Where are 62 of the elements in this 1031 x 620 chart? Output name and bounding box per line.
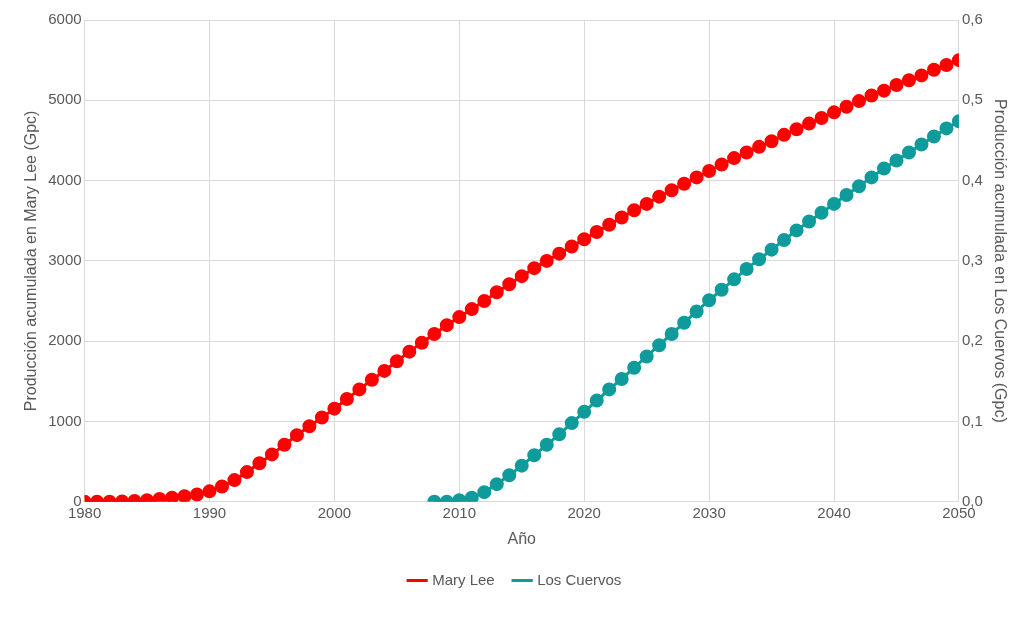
y2-tick-label: 0,6 [961, 10, 983, 28]
point [564, 416, 579, 431]
point [514, 458, 529, 473]
point [889, 153, 904, 168]
point [777, 233, 792, 248]
y2-tick-label: 0,3 [961, 251, 983, 269]
y-axis-title: Producción acumulada en Mary Lee (Gpc) [22, 110, 40, 412]
point [739, 261, 754, 276]
y2-tick-label: 0,2 [961, 331, 983, 349]
point [489, 477, 504, 492]
x-axis-title: Año [507, 529, 537, 547]
legend-label: Mary Lee [432, 570, 495, 588]
point [877, 161, 891, 176]
point [789, 223, 804, 238]
point [752, 252, 767, 267]
y-tick-label: 4000 [48, 170, 82, 188]
y2-tick-label: 0,4 [961, 170, 983, 188]
point [677, 315, 692, 330]
x-tick-label: 1990 [192, 503, 227, 521]
point [539, 437, 554, 452]
y-tick-label: 6000 [48, 10, 82, 28]
legend-label: Los Cuervos [537, 570, 622, 588]
point [664, 326, 679, 341]
point [527, 448, 542, 463]
point [652, 338, 667, 353]
point [589, 393, 604, 408]
y2-tick-label: 0,5 [961, 90, 983, 108]
y2-tick-label: 0,1 [961, 411, 983, 429]
y-tick-label: 5000 [48, 90, 82, 108]
point [926, 129, 941, 144]
x-tick-label: 2000 [317, 503, 352, 521]
point [901, 145, 916, 160]
x-tick-label: 2010 [442, 503, 476, 521]
point [464, 490, 479, 502]
point [627, 360, 642, 375]
point [602, 382, 617, 397]
y-tick-label: 2000 [48, 331, 82, 349]
point [939, 121, 954, 136]
x-tick-label: 2040 [817, 503, 851, 521]
point [864, 170, 879, 185]
point [764, 242, 779, 257]
y-tick-label: 1000 [48, 411, 82, 429]
point [614, 371, 629, 386]
y-tick-label: 3000 [48, 251, 82, 269]
point [714, 282, 729, 297]
point [477, 485, 492, 500]
x-tick-label: 2030 [692, 503, 726, 521]
y2-axis-title: Producción acumulada en Los Cuervos (Gpc) [991, 99, 1009, 423]
x-tick-label: 2020 [567, 503, 601, 521]
point [552, 427, 567, 442]
point [814, 205, 829, 220]
point [839, 188, 854, 203]
point [852, 179, 867, 194]
point [914, 137, 929, 152]
point [502, 468, 517, 483]
point [802, 214, 817, 229]
point [727, 272, 742, 287]
point [827, 196, 842, 211]
point [639, 349, 654, 364]
point [689, 304, 704, 319]
point [702, 293, 717, 308]
point [577, 404, 592, 419]
